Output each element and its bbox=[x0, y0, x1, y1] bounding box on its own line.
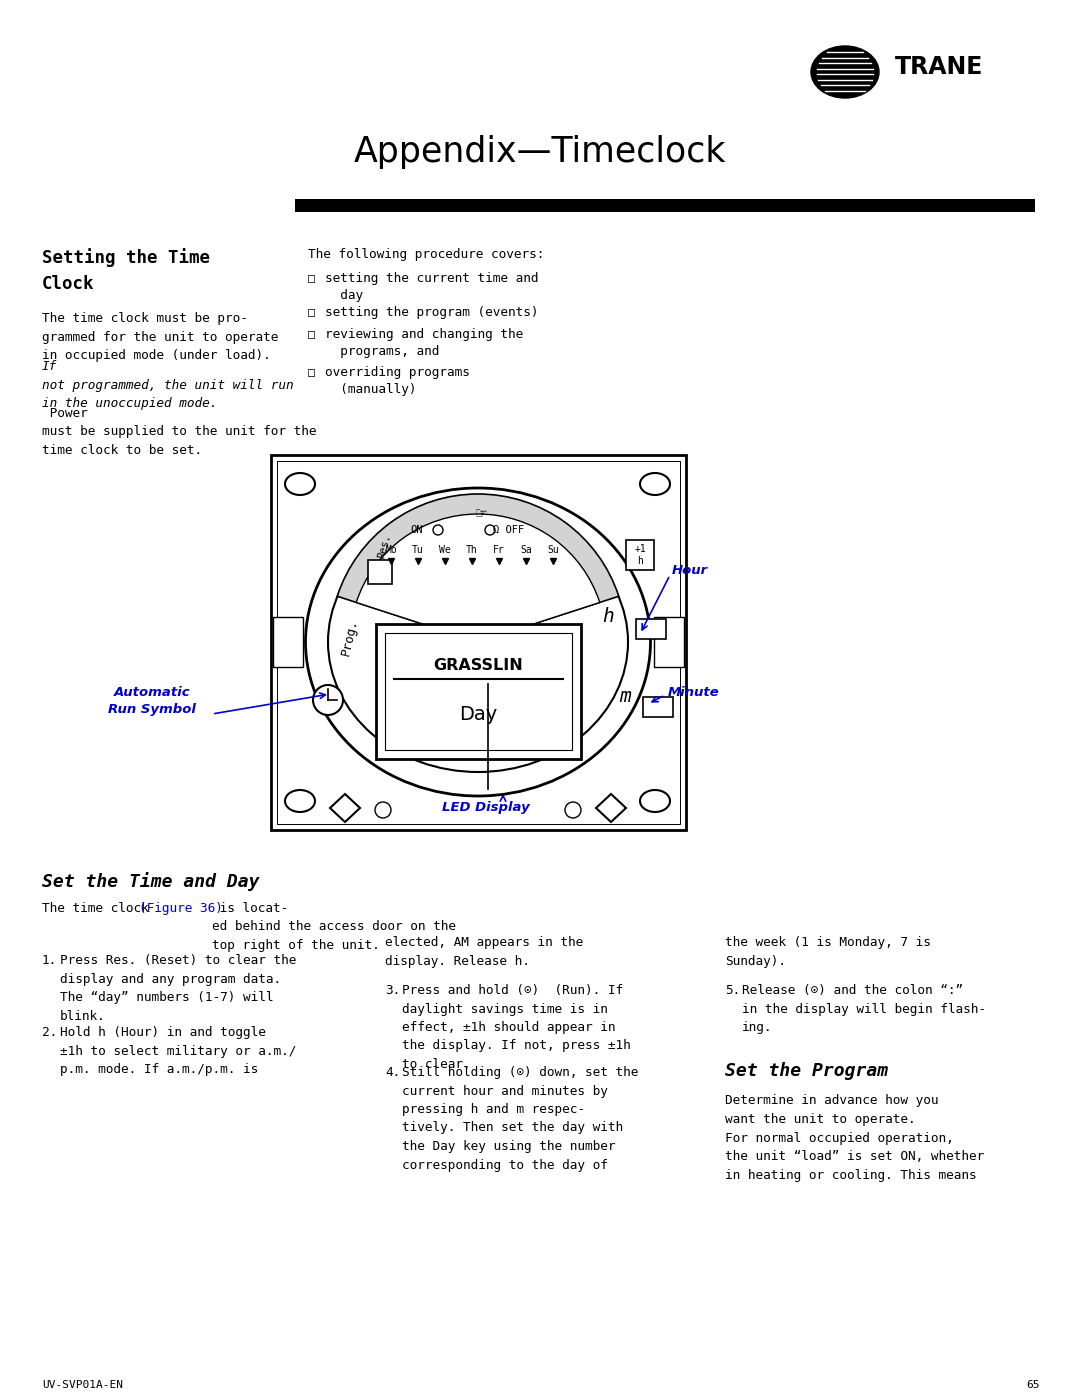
Text: Determine in advance how you
want the unit to operate.: Determine in advance how you want the un… bbox=[725, 1094, 939, 1126]
Ellipse shape bbox=[328, 511, 627, 773]
Text: h: h bbox=[603, 608, 613, 626]
Text: Sa: Sa bbox=[521, 545, 531, 555]
Text: Hour: Hour bbox=[672, 563, 708, 577]
Text: Fr: Fr bbox=[494, 545, 504, 555]
Text: Hold h (Hour) in and toggle
±1h to select military or a.m./
p.m. mode. If a.m./p: Hold h (Hour) in and toggle ±1h to selec… bbox=[60, 1025, 296, 1076]
Text: setting the current time and
  day: setting the current time and day bbox=[325, 272, 539, 303]
Text: We: We bbox=[440, 545, 450, 555]
Text: Th: Th bbox=[467, 545, 477, 555]
Text: Day: Day bbox=[459, 704, 497, 724]
Bar bbox=[654, 617, 684, 666]
Bar bbox=[636, 619, 666, 638]
Text: 1.: 1. bbox=[42, 954, 57, 967]
Text: □: □ bbox=[308, 272, 315, 285]
Text: Tu: Tu bbox=[413, 545, 423, 555]
Bar bbox=[295, 198, 1035, 212]
Text: □: □ bbox=[308, 328, 315, 341]
Text: The time clock must be pro-
grammed for the unit to operate
in occupied mode (un: The time clock must be pro- grammed for … bbox=[42, 312, 279, 362]
Text: Run Symbol: Run Symbol bbox=[108, 704, 195, 717]
Text: Su: Su bbox=[548, 545, 558, 555]
Text: 4.: 4. bbox=[384, 1066, 401, 1078]
Text: Res.: Res. bbox=[377, 532, 393, 559]
Circle shape bbox=[313, 685, 343, 715]
Text: the week (1 is Monday, 7 is
Sunday).: the week (1 is Monday, 7 is Sunday). bbox=[725, 936, 931, 968]
Text: 2.: 2. bbox=[42, 1025, 57, 1039]
Text: elected, AM appears in the
display. Release h.: elected, AM appears in the display. Rele… bbox=[384, 936, 583, 968]
Text: UV-SVP01A-EN: UV-SVP01A-EN bbox=[42, 1380, 123, 1390]
Text: (Figure 36): (Figure 36) bbox=[139, 902, 222, 915]
Text: +1
h: +1 h bbox=[634, 545, 646, 566]
Text: Prog.: Prog. bbox=[339, 617, 361, 657]
Text: ON: ON bbox=[410, 525, 423, 535]
Text: Set the Time and Day: Set the Time and Day bbox=[42, 872, 259, 891]
Wedge shape bbox=[356, 514, 599, 643]
Text: GRASSLIN: GRASSLIN bbox=[433, 658, 523, 673]
Text: □: □ bbox=[308, 306, 315, 319]
Text: m: m bbox=[619, 687, 631, 707]
Bar bbox=[643, 697, 673, 717]
Text: overriding programs
  (manually): overriding programs (manually) bbox=[325, 366, 470, 397]
Text: Ω OFF: Ω OFF bbox=[492, 525, 524, 535]
Text: Automatic: Automatic bbox=[113, 686, 190, 698]
Bar bbox=[273, 617, 303, 666]
Ellipse shape bbox=[285, 474, 315, 495]
Text: Setting the Time
Clock: Setting the Time Clock bbox=[42, 249, 210, 293]
Text: For normal occupied operation,
the unit “load” is set ON, whether
in heating or : For normal occupied operation, the unit … bbox=[725, 1132, 984, 1182]
Text: reviewing and changing the
  programs, and: reviewing and changing the programs, and bbox=[325, 328, 523, 359]
Bar bbox=[271, 455, 686, 830]
Text: LED Display: LED Display bbox=[442, 802, 530, 814]
Text: 3.: 3. bbox=[384, 983, 401, 997]
Text: □: □ bbox=[308, 366, 315, 379]
Polygon shape bbox=[596, 793, 626, 821]
Bar bbox=[368, 560, 392, 584]
Ellipse shape bbox=[285, 789, 315, 812]
Text: is locat-
ed behind the access door on the
top right of the unit.: is locat- ed behind the access door on t… bbox=[212, 902, 456, 951]
Text: Release (⊙) and the colon “:”
in the display will begin flash-
ing.: Release (⊙) and the colon “:” in the dis… bbox=[742, 983, 986, 1034]
Bar bbox=[376, 624, 581, 759]
Circle shape bbox=[485, 525, 495, 535]
Ellipse shape bbox=[306, 488, 650, 796]
Bar bbox=[384, 633, 572, 750]
Text: Mo: Mo bbox=[386, 545, 396, 555]
Circle shape bbox=[375, 802, 391, 819]
Bar bbox=[276, 461, 680, 824]
Polygon shape bbox=[330, 793, 360, 821]
Text: Minute: Minute bbox=[669, 686, 719, 698]
Text: Still holding (⊙) down, set the
current hour and minutes by
pressing h and m res: Still holding (⊙) down, set the current … bbox=[402, 1066, 638, 1172]
Text: ☞: ☞ bbox=[475, 504, 486, 522]
Text: TRANE: TRANE bbox=[895, 54, 984, 80]
Text: Set the Program: Set the Program bbox=[725, 1062, 888, 1080]
Ellipse shape bbox=[640, 789, 670, 812]
Text: The time clock: The time clock bbox=[42, 902, 157, 915]
Text: Press Res. (Reset) to clear the
display and any program data.
The “day” numbers : Press Res. (Reset) to clear the display … bbox=[60, 954, 296, 1023]
Text: 5.: 5. bbox=[725, 983, 740, 997]
Text: If
not programmed, the unit will run
in the unoccupied mode.: If not programmed, the unit will run in … bbox=[42, 360, 294, 409]
Text: 65: 65 bbox=[1026, 1380, 1040, 1390]
Text: Press and hold (⊙)  (Run). If
daylight savings time is in
effect, ±1h should app: Press and hold (⊙) (Run). If daylight sa… bbox=[402, 983, 631, 1071]
Ellipse shape bbox=[640, 474, 670, 495]
Text: setting the program (events): setting the program (events) bbox=[325, 306, 539, 319]
Ellipse shape bbox=[811, 46, 879, 98]
Text: Power
must be supplied to the unit for the
time clock to be set.: Power must be supplied to the unit for t… bbox=[42, 407, 316, 457]
Text: The following procedure covers:: The following procedure covers: bbox=[308, 249, 544, 261]
Wedge shape bbox=[337, 495, 619, 643]
Circle shape bbox=[565, 802, 581, 819]
Circle shape bbox=[433, 525, 443, 535]
Text: Appendix—Timeclock: Appendix—Timeclock bbox=[354, 136, 726, 169]
Bar bbox=[626, 541, 654, 570]
